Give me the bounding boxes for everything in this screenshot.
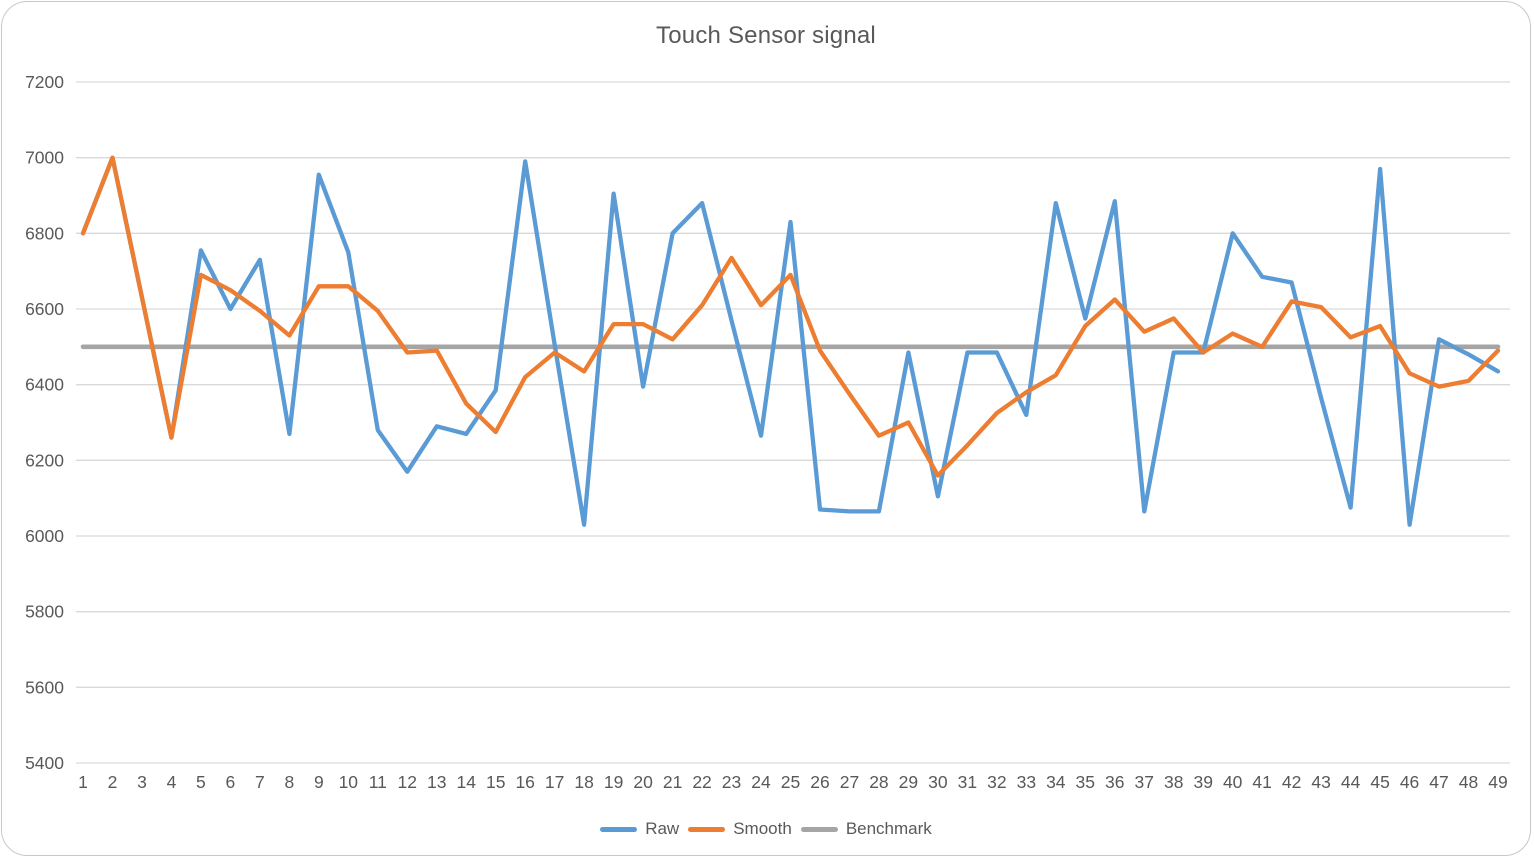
y-axis-label: 6600: [25, 299, 64, 319]
smooth-series-swatch-icon: [688, 826, 726, 832]
x-axis-label: 4: [167, 772, 177, 792]
x-axis-label: 40: [1223, 772, 1243, 792]
x-axis-label: 24: [751, 772, 771, 792]
x-axis-label: 23: [722, 772, 741, 792]
y-axis-label: 5400: [25, 753, 64, 773]
raw-series-swatch-icon: [600, 826, 638, 832]
series-smooth-line: [80, 155, 1501, 478]
x-axis-label: 19: [604, 772, 623, 792]
x-axis-label: 29: [899, 772, 918, 792]
x-axis-label: 9: [314, 772, 324, 792]
x-axis-label: 20: [633, 772, 653, 792]
x-axis-label: 39: [1193, 772, 1212, 792]
y-axis-label: 6800: [25, 223, 64, 243]
x-axis-label: 12: [398, 772, 417, 792]
x-axis-label: 36: [1105, 772, 1124, 792]
x-axis-label: 31: [958, 772, 977, 792]
x-axis-label: 3: [137, 772, 147, 792]
x-axis-label: 8: [284, 772, 294, 792]
x-axis-label: 49: [1488, 772, 1507, 792]
x-axis-label: 34: [1046, 772, 1066, 792]
series-raw-line: [80, 155, 1501, 527]
y-axis-label: 6400: [25, 375, 64, 395]
x-axis-label: 42: [1282, 772, 1301, 792]
chart-title: Touch Sensor signal: [656, 22, 876, 49]
x-axis-label: 14: [456, 772, 476, 792]
x-axis-label: 28: [869, 772, 888, 792]
legend-label-benchmark: Benchmark: [845, 819, 932, 838]
x-axis-label: 44: [1341, 772, 1361, 792]
x-axis-label: 43: [1311, 772, 1330, 792]
line-chart-plot-area: 5400 5600 5800 6000 6200 6400 6600 6800 7000 7200…: [25, 72, 1510, 792]
legend-item-smooth: Smooth: [688, 819, 792, 839]
chart-legend: Raw Smooth Benchmark: [2, 819, 1530, 839]
x-axis-label: 10: [339, 772, 359, 792]
x-axis-label: 27: [840, 772, 859, 792]
x-axis-label: 11: [369, 772, 387, 792]
legend-label-raw: Raw: [645, 819, 680, 838]
benchmark-series-swatch-icon: [800, 826, 838, 832]
x-axis-label: 7: [255, 772, 265, 792]
x-axis-label: 18: [574, 772, 593, 792]
x-axis-label: 17: [545, 772, 564, 792]
x-axis-label: 32: [987, 772, 1006, 792]
x-axis-label: 16: [515, 772, 534, 792]
x-axis-label: 13: [427, 772, 446, 792]
y-axis-label: 7000: [25, 148, 64, 168]
x-axis-label: 45: [1370, 772, 1389, 792]
x-axis-label: 26: [810, 772, 829, 792]
x-axis-label: 38: [1164, 772, 1183, 792]
x-axis-label: 47: [1429, 772, 1448, 792]
x-axis-label: 35: [1076, 772, 1095, 792]
x-axis-label: 15: [486, 772, 505, 792]
x-axis-label: 48: [1459, 772, 1478, 792]
x-axis-label: 30: [928, 772, 948, 792]
x-axis-label: 22: [692, 772, 711, 792]
x-axis-label: 2: [108, 772, 118, 792]
y-axis-label: 5600: [25, 677, 64, 697]
x-axis-label: 6: [226, 772, 236, 792]
x-axis-label: 25: [781, 772, 800, 792]
x-axis-label: 37: [1135, 772, 1154, 792]
legend-item-raw: Raw: [600, 819, 679, 839]
x-axis-label: 46: [1400, 772, 1419, 792]
x-axis-label: 41: [1252, 772, 1271, 792]
y-axis-label: 7200: [25, 72, 64, 92]
legend-item-benchmark: Benchmark: [800, 819, 932, 839]
y-axis-label: 6200: [25, 450, 64, 470]
y-axis-label: 5800: [25, 602, 64, 622]
x-axis-label: 21: [663, 772, 682, 792]
x-axis-label: 1: [78, 772, 88, 792]
x-axis-label: 5: [196, 772, 206, 792]
x-axis-label: 33: [1017, 772, 1036, 792]
y-axis-label: 6000: [25, 526, 64, 546]
legend-label-smooth: Smooth: [733, 819, 792, 838]
